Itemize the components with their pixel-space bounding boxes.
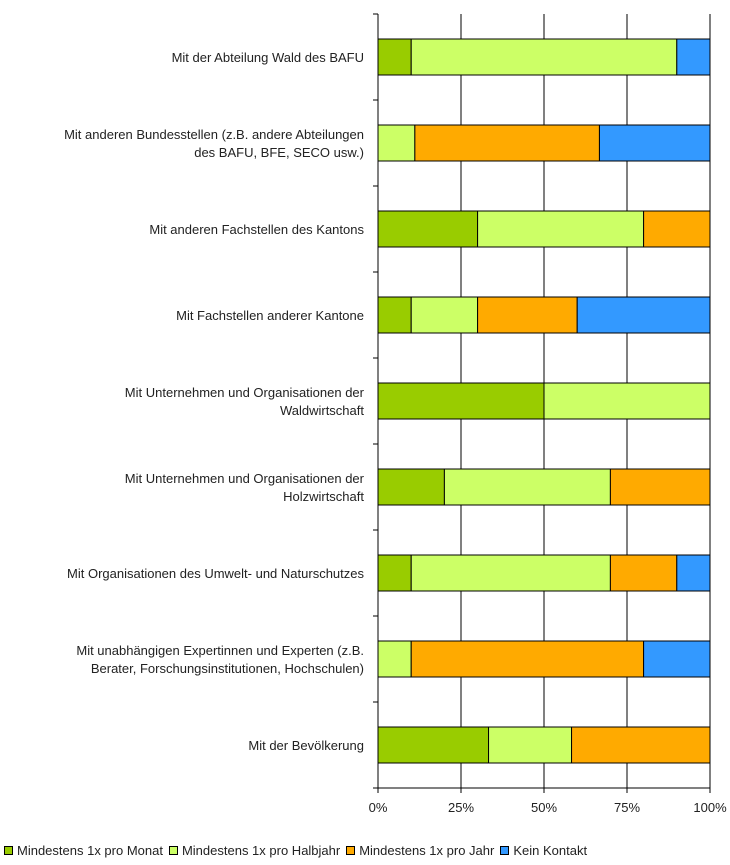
- legend-label: Mindestens 1x pro Jahr: [359, 843, 495, 858]
- x-tick-label: 100%: [693, 800, 727, 815]
- bar-segment: [488, 726, 573, 764]
- category-label: Mit der Abteilung Wald des BAFU: [172, 50, 364, 65]
- legend-swatch: [500, 846, 510, 855]
- bar-segment: [377, 124, 416, 162]
- category-label-line: Mit unabhängigen Expertinnen und Experte…: [76, 643, 364, 658]
- legend-item: Mindestens 1x pro Monat: [4, 843, 163, 858]
- category-label-line: Mit der Bevölkerung: [248, 738, 364, 753]
- category-label-line: Mit der Abteilung Wald des BAFU: [172, 50, 364, 65]
- x-tick-labels: 0% 25% 50% 75% 100%: [369, 800, 727, 815]
- category-label: Mit der Bevölkerung: [248, 738, 364, 753]
- bar-segment: [477, 210, 645, 248]
- bar-segment: [410, 296, 479, 334]
- category-label-line: Berater, Forschungsinstitutionen, Hochsc…: [91, 661, 364, 676]
- category-label-line: Mit Unternehmen und Organisationen der: [125, 471, 365, 486]
- bar-segment: [377, 468, 445, 506]
- bar-segment: [377, 210, 479, 248]
- bar-segment: [410, 640, 645, 678]
- bar-segment: [598, 124, 711, 162]
- category-label: Mit unabhängigen Expertinnen und Experte…: [76, 643, 364, 676]
- x-tick-label: 25%: [448, 800, 474, 815]
- bar-segment: [643, 640, 711, 678]
- category-label: Mit Unternehmen und Organisationen der Wa…: [125, 385, 365, 418]
- bar-segment: [676, 38, 711, 76]
- category-label-line: Mit Organisationen des Umwelt- und Natur…: [67, 566, 364, 581]
- legend-swatch: [4, 846, 13, 855]
- category-label-line: Mit Unternehmen und Organisationen der: [125, 385, 365, 400]
- bar-segment: [377, 726, 490, 764]
- category-labels: Mit der Abteilung Wald des BAFU Mit ander…: [64, 50, 365, 753]
- bar-segment: [643, 210, 711, 248]
- category-label: Mit Fachstellen anderer Kantone: [176, 308, 364, 323]
- category-label-line: Mit anderen Fachstellen des Kantons: [149, 222, 364, 237]
- bar-segment: [609, 468, 711, 506]
- category-label: Mit anderen Fachstellen des Kantons: [149, 222, 364, 237]
- x-tick-label: 0%: [369, 800, 388, 815]
- category-label-line: Mit Fachstellen anderer Kantone: [176, 308, 364, 323]
- category-label-line: des BAFU, BFE, SECO usw.): [194, 145, 364, 160]
- bar-segment: [377, 640, 412, 678]
- category-label: Mit Unternehmen und Organisationen der Ho…: [125, 471, 365, 504]
- bar-segment: [377, 38, 412, 76]
- bars: [377, 38, 711, 764]
- bar-segment: [410, 554, 611, 592]
- legend-item: Mindestens 1x pro Halbjahr: [168, 843, 341, 858]
- legend-label: Mindestens 1x pro Monat: [17, 843, 163, 858]
- legend-label: Kein Kontakt: [513, 843, 588, 858]
- category-label: Mit anderen Bundesstellen (z.B. andere A…: [64, 127, 364, 160]
- bar-segment: [410, 38, 678, 76]
- category-label-line: Waldwirtschaft: [280, 403, 364, 418]
- legend: Mindestens 1x pro Monat Mindestens 1x pro…: [4, 843, 730, 858]
- bar-segment: [609, 554, 678, 592]
- legend-item: Mindestens 1x pro Jahr: [346, 843, 494, 858]
- axes: [373, 13, 711, 793]
- bar-segment: [676, 554, 711, 592]
- legend-swatch: [168, 846, 178, 855]
- x-tick-label: 50%: [531, 800, 557, 815]
- bar-segment: [576, 296, 711, 334]
- legend-label: Mindestens 1x pro Halbjahr: [181, 843, 341, 858]
- category-label: Mit Organisationen des Umwelt- und Natur…: [67, 566, 364, 581]
- bar-segment: [414, 124, 600, 162]
- x-tick-label: 75%: [614, 800, 640, 815]
- bar-segment: [377, 382, 545, 420]
- legend-swatch: [346, 846, 356, 855]
- bar-segment: [443, 468, 611, 506]
- bar-segment: [477, 296, 578, 334]
- bar-segment: [377, 554, 412, 592]
- category-label-line: Holzwirtschaft: [283, 489, 364, 504]
- bar-segment: [571, 726, 711, 764]
- bar-segment: [377, 296, 412, 334]
- category-label-line: Mit anderen Bundesstellen (z.B. andere A…: [64, 127, 364, 142]
- legend-item: Kein Kontakt: [500, 843, 587, 858]
- bar-segment: [543, 382, 711, 420]
